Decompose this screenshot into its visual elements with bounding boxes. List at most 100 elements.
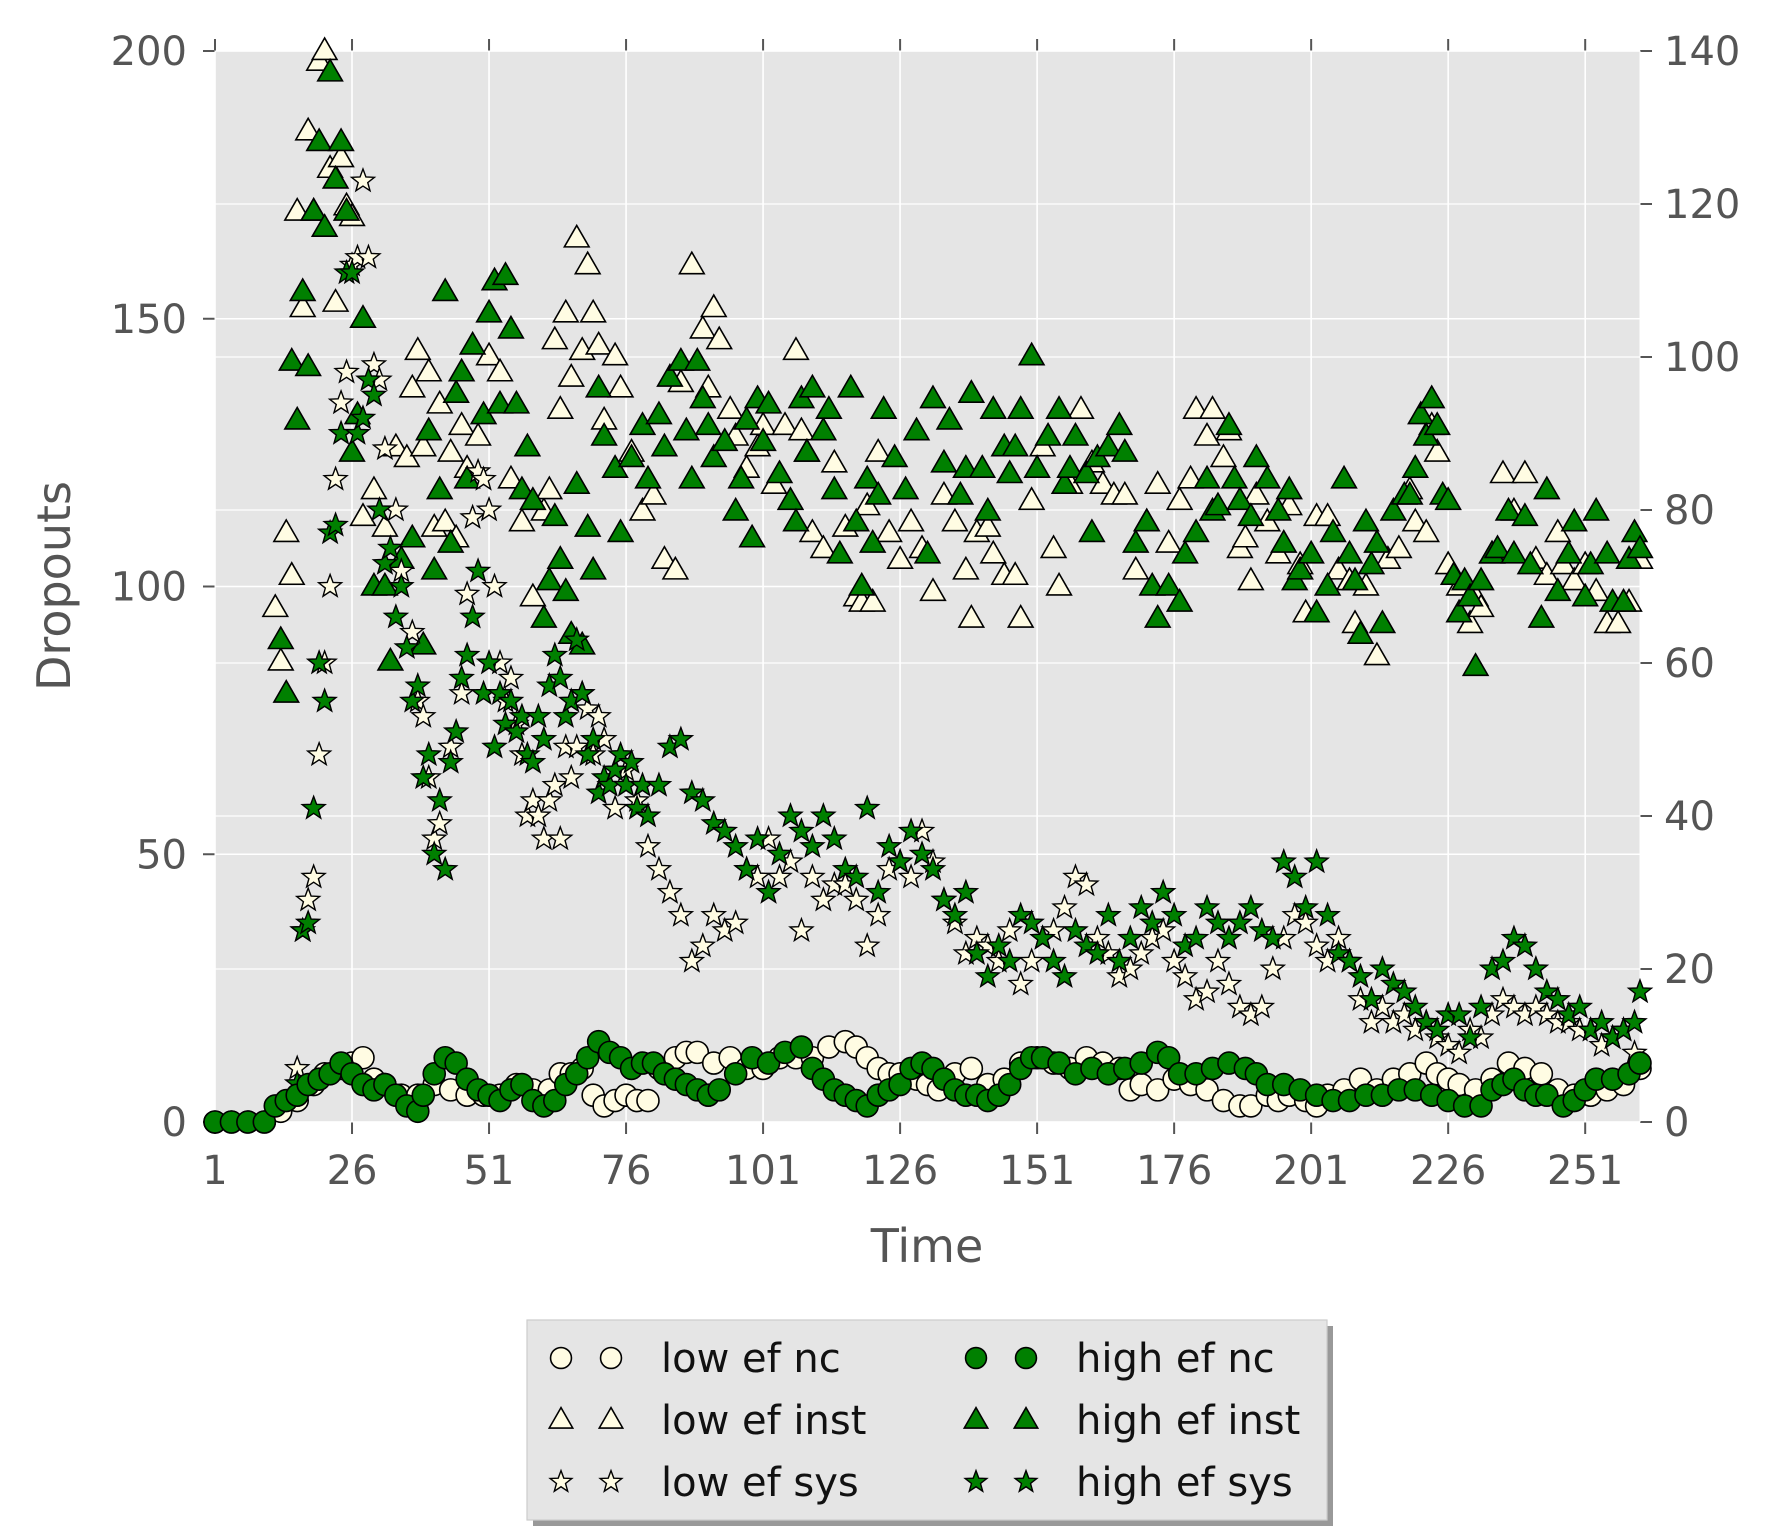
data-point [1045,395,1073,420]
data-point [1401,454,1430,478]
data-point [562,470,591,495]
y2-tick-label: 20 [1664,947,1715,993]
data-point [464,421,492,446]
data-point [371,434,399,461]
data-point [1456,1023,1484,1050]
data-point [371,512,399,537]
legend-marker [597,1406,625,1429]
data-point [979,539,1008,564]
data-point [902,416,931,441]
data-point [409,763,437,790]
data-point [470,465,497,491]
data-point [1231,523,1260,548]
data-point [1006,604,1035,628]
data-point [810,801,837,828]
data-point [431,277,459,302]
data-point [985,932,1013,958]
data-point [919,384,947,409]
data-point [371,549,399,575]
data-point [1379,496,1408,521]
data-point [952,878,980,904]
data-point [1445,1000,1473,1027]
data-point [858,529,887,553]
data-point [1417,384,1446,409]
data-point [1105,411,1134,436]
data-point [1461,652,1490,677]
data-point [1527,604,1556,628]
data-point [667,901,695,927]
data-point [398,618,426,644]
data-point [1154,529,1183,553]
data-point [1401,507,1430,532]
legend-label: high ef sys [1076,1460,1293,1506]
data-point [475,495,503,522]
data-point [826,539,854,564]
data-point [1072,459,1101,484]
data-point [557,363,585,387]
data-point [360,381,388,407]
data-point [579,555,607,580]
data-point [1566,993,1594,1019]
y2-tick-label: 0 [1664,1100,1689,1146]
data-point [1593,539,1621,564]
data-point [1138,909,1166,935]
x-tick-label: 76 [601,1148,652,1194]
data-point [1029,924,1056,950]
data-point [1324,555,1353,580]
data-point [656,878,684,904]
data-point [722,909,750,935]
x-tick-label: 251 [1547,1148,1623,1194]
data-point [535,786,563,813]
x-tick-label: 101 [725,1148,801,1194]
data-point [606,373,635,398]
data-point [1007,970,1035,996]
data-point [700,443,728,468]
data-point [1469,1094,1493,1118]
data-point [1270,847,1298,874]
data-point [1193,421,1221,446]
data-point [508,475,536,500]
data-point [1078,518,1106,543]
data-point [799,863,826,889]
data-point [360,475,388,500]
data-point [888,1072,912,1097]
data-point [1051,893,1078,920]
data-point [897,817,925,843]
data-point [1628,1051,1652,1075]
data-point [448,664,475,690]
data-point [519,582,547,607]
data-point [519,486,547,511]
data-point [1500,539,1528,564]
data-point [1535,1083,1559,1108]
data-point [431,507,459,532]
data-point [557,763,585,790]
data-point [1494,496,1523,521]
x-tick-label: 1 [202,1148,227,1194]
data-point [398,687,426,713]
legend-box [526,1319,1328,1521]
data-point [1156,1045,1181,1070]
data-point [723,1062,748,1086]
data-point [1555,539,1583,564]
legend-marker [962,1406,990,1429]
data-point [459,503,486,529]
data-point [997,1072,1022,1097]
data-point [1516,550,1545,575]
y-tick-label: 200 [111,29,187,75]
data-point [543,1088,567,1113]
data-point [788,916,815,943]
data-point [502,389,531,414]
y2-tick-label: 80 [1664,488,1715,534]
data-point [645,400,673,425]
data-point [891,475,920,500]
data-point [1281,863,1309,889]
data-point [617,443,646,468]
data-point [442,717,470,744]
data-point [864,878,892,904]
data-point [957,604,986,628]
data-point [886,847,914,874]
data-point [1062,916,1089,943]
data-point [294,886,322,912]
data-point [497,687,525,713]
data-point [618,748,645,774]
